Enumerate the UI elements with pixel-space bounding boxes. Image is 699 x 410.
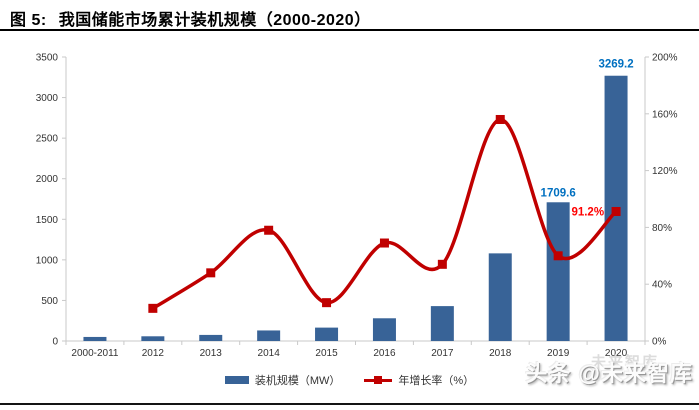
line-marker-swatch bbox=[374, 375, 383, 384]
line-series-swatch bbox=[364, 375, 393, 384]
x-axis-label: 2000-2011 bbox=[71, 348, 119, 359]
bar-2013 bbox=[199, 334, 223, 341]
combo-chart-canvas: 0 500 1000 1500 2000 2500 3000 3500 0% 40% 80% 120%… bbox=[36, 53, 678, 360]
left-axis-label: 500 bbox=[41, 296, 58, 307]
watermark-main-text: 头条 @未来智库 bbox=[525, 361, 693, 386]
line-point-marker bbox=[379, 238, 389, 248]
legend-label-growth-rate: 年增长率（%） bbox=[398, 375, 475, 387]
left-axis-label: 2000 bbox=[36, 174, 59, 185]
bar-2017 bbox=[430, 306, 454, 341]
line-point-marker bbox=[264, 225, 274, 235]
left-axis-label: 0 bbox=[52, 337, 58, 348]
x-axis-label: 2019 bbox=[547, 348, 570, 359]
x-axis-label: 2015 bbox=[315, 348, 338, 359]
bar-2018 bbox=[488, 253, 512, 341]
line-point-marker bbox=[437, 259, 447, 269]
right-axis-label: 200% bbox=[652, 53, 678, 64]
line-point-marker bbox=[322, 298, 332, 308]
bar-2019 bbox=[546, 202, 570, 341]
watermark-ghost-text: 未来智库 bbox=[590, 354, 659, 371]
legend-label-installed-capacity: 装机规模（MW） bbox=[254, 375, 341, 387]
left-axis-label: 1000 bbox=[36, 255, 59, 266]
data-label: 1709.6 bbox=[541, 187, 576, 199]
x-axis-label: 2016 bbox=[373, 348, 396, 359]
figure-header: 图 5: 我国储能市场累计装机规模（2000-2020） bbox=[10, 6, 371, 30]
x-axis-label: 2013 bbox=[200, 348, 223, 359]
x-axis-label: 2014 bbox=[258, 348, 281, 359]
bottom-rule bbox=[0, 403, 699, 405]
left-axis-label: 1500 bbox=[36, 215, 59, 226]
data-label: 3269.2 bbox=[598, 59, 633, 71]
line-point-marker bbox=[148, 303, 158, 313]
bar-2014 bbox=[257, 330, 281, 341]
line-point-marker bbox=[553, 251, 563, 261]
x-axis-label: 2018 bbox=[489, 348, 512, 359]
legend-item-installed-capacity: 装机规模（MW） bbox=[224, 372, 341, 388]
x-axis-label: 2012 bbox=[142, 348, 165, 359]
left-axis-label: 3000 bbox=[36, 93, 59, 104]
watermark: 未来智库 头条 @未来智库 bbox=[525, 355, 693, 385]
right-axis-label: 0% bbox=[652, 337, 667, 348]
x-axis-label: 2020 bbox=[605, 348, 628, 359]
x-axis-label: 2017 bbox=[431, 348, 454, 359]
data-label: 91.2% bbox=[571, 206, 604, 218]
bar-2012 bbox=[141, 336, 165, 341]
line-point-marker bbox=[495, 114, 505, 124]
line-point-marker bbox=[206, 268, 216, 278]
bar-2016 bbox=[372, 318, 396, 341]
growth-rate-line bbox=[151, 117, 618, 311]
title-underline-rule bbox=[0, 29, 699, 31]
chart-legend: 装机规模（MW） 年增长率（%） bbox=[0, 372, 699, 388]
figure-title: 我国储能市场累计装机规模（2000-2020） bbox=[58, 12, 371, 29]
right-axis-label: 160% bbox=[652, 109, 678, 120]
bar-2015 bbox=[315, 327, 339, 341]
left-axis-label: 2500 bbox=[36, 134, 59, 145]
right-axis-label: 80% bbox=[652, 223, 672, 234]
right-axis-label: 40% bbox=[652, 280, 672, 291]
bar-series-swatch bbox=[224, 376, 249, 384]
right-axis-label: 120% bbox=[652, 166, 678, 177]
left-axis-label: 3500 bbox=[36, 53, 59, 64]
bar-2000-2011 bbox=[83, 336, 107, 341]
legend-item-growth-rate: 年增长率（%） bbox=[364, 372, 474, 388]
line-point-marker bbox=[611, 206, 621, 216]
figure-number-label: 图 5: bbox=[10, 12, 47, 29]
